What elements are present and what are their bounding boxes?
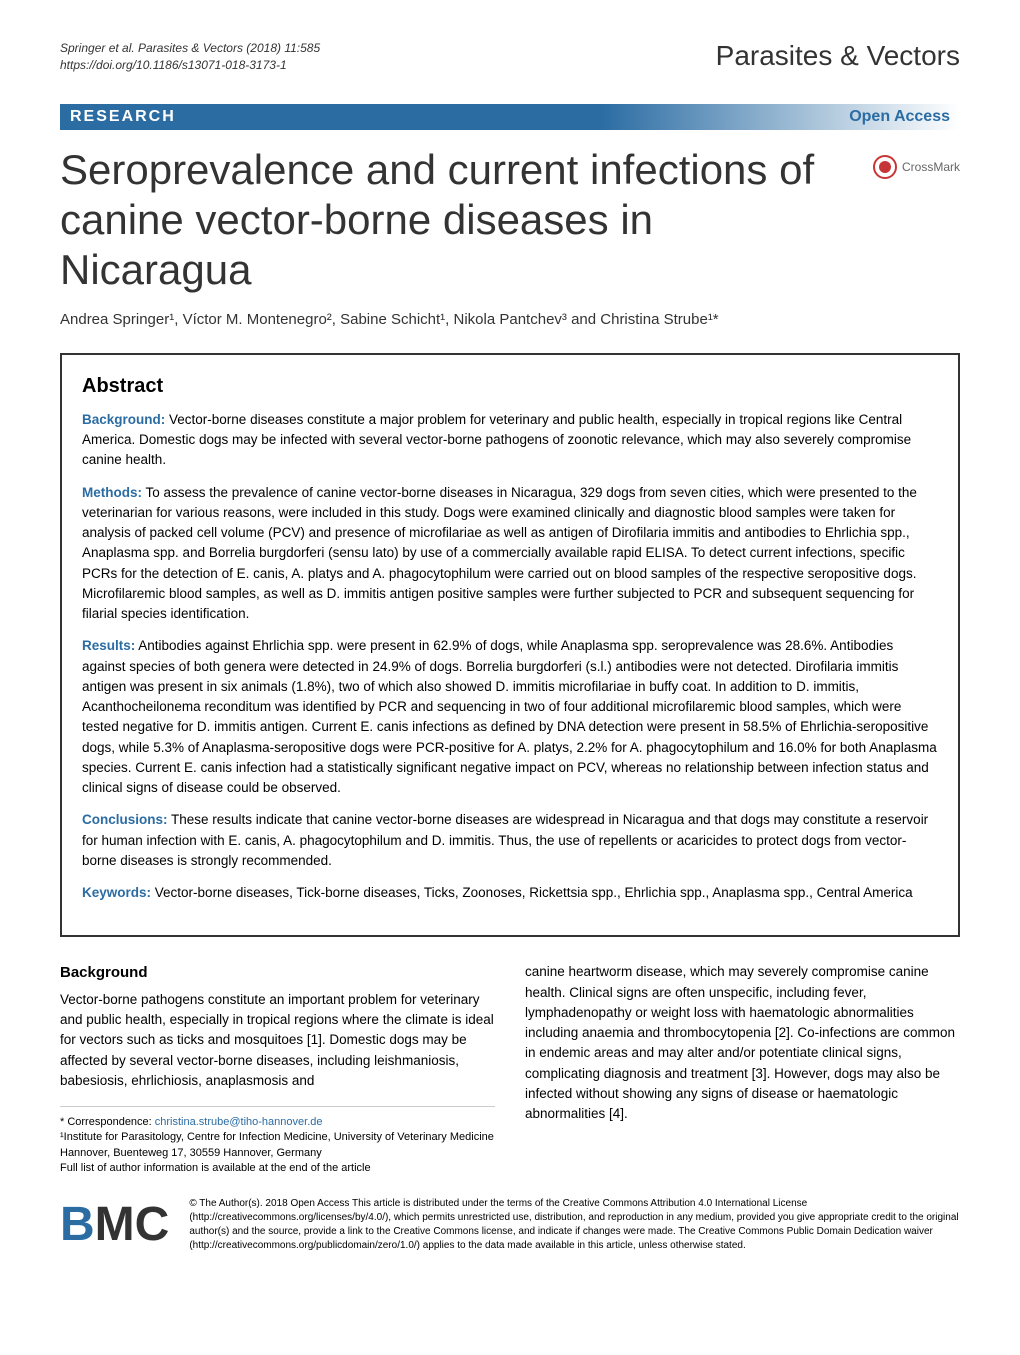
background-text: Vector-borne diseases constitute a major…	[82, 412, 911, 468]
correspondence-block: * Correspondence: christina.strube@tiho-…	[60, 1106, 495, 1177]
crossmark-badge[interactable]: CrossMark	[873, 155, 960, 179]
abstract-heading: Abstract	[82, 375, 938, 398]
research-label: RESEARCH	[70, 108, 176, 126]
results-text: Antibodies against Ehrlichia spp. were p…	[82, 638, 937, 795]
citation-block: Springer et al. Parasites & Vectors (201…	[60, 40, 320, 74]
col2-paragraph: canine heartworm disease, which may seve…	[525, 962, 960, 1124]
title-row: Seroprevalence and current infections of…	[60, 145, 960, 311]
body-columns: Background Vector-borne pathogens consti…	[60, 962, 960, 1176]
footer: BMC © The Author(s). 2018 Open Access Th…	[60, 1197, 960, 1253]
methods-label: Methods:	[82, 485, 142, 500]
research-bar: RESEARCH Open Access	[60, 104, 960, 130]
keywords-text: Vector-borne diseases, Tick-borne diseas…	[151, 885, 913, 900]
page-container: Springer et al. Parasites & Vectors (201…	[0, 0, 1020, 1293]
abstract-conclusions: Conclusions: These results indicate that…	[82, 810, 938, 871]
journal-name: Parasites & Vectors	[716, 40, 960, 72]
conclusions-text: These results indicate that canine vecto…	[82, 812, 928, 868]
open-access-label: Open Access	[849, 108, 950, 126]
correspondence-label: * Correspondence:	[60, 1116, 155, 1128]
conclusions-label: Conclusions:	[82, 812, 168, 827]
keywords-label: Keywords:	[82, 885, 151, 900]
abstract-background: Background: Vector-borne diseases consti…	[82, 410, 938, 471]
abstract-results: Results: Antibodies against Ehrlichia sp…	[82, 636, 938, 798]
abstract-keywords: Keywords: Vector-borne diseases, Tick-bo…	[82, 883, 938, 903]
crossmark-text: CrossMark	[902, 160, 960, 174]
authors-line: Andrea Springer¹, Víctor M. Montenegro²,…	[60, 311, 960, 328]
correspondence-affiliation: ¹Institute for Parasitology, Centre for …	[60, 1130, 495, 1161]
header-top: Springer et al. Parasites & Vectors (201…	[60, 40, 960, 74]
col1-paragraph: Vector-borne pathogens constitute an imp…	[60, 990, 495, 1091]
results-label: Results:	[82, 638, 135, 653]
citation-line-2: https://doi.org/10.1186/s13071-018-3173-…	[60, 57, 320, 74]
article-title: Seroprevalence and current infections of…	[60, 145, 853, 296]
background-section-heading: Background	[60, 962, 495, 985]
citation-line-1: Springer et al. Parasites & Vectors (201…	[60, 40, 320, 57]
correspondence-email[interactable]: christina.strube@tiho-hannover.de	[155, 1116, 323, 1128]
column-right: canine heartworm disease, which may seve…	[525, 962, 960, 1176]
license-text: © The Author(s). 2018 Open Access This a…	[189, 1197, 960, 1253]
background-label: Background:	[82, 412, 165, 427]
column-left: Background Vector-borne pathogens consti…	[60, 962, 495, 1176]
correspondence-line: * Correspondence: christina.strube@tiho-…	[60, 1115, 495, 1130]
abstract-box: Abstract Background: Vector-borne diseas…	[60, 353, 960, 938]
methods-text: To assess the prevalence of canine vecto…	[82, 485, 917, 622]
correspondence-fulllist: Full list of author information is avail…	[60, 1161, 495, 1176]
abstract-methods: Methods: To assess the prevalence of can…	[82, 483, 938, 625]
crossmark-icon	[873, 155, 897, 179]
bmc-logo: BMC	[60, 1197, 169, 1252]
